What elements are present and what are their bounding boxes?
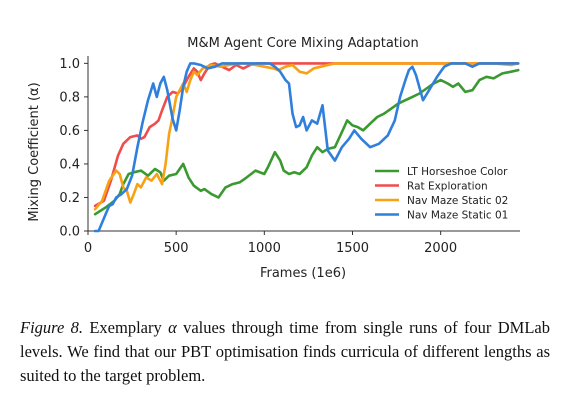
axes: 0.0 0.2 0.4 0.6 0.8 1.0 0 500 1000 1500 2000 <box>59 56 520 256</box>
y-tick-label: 0.0 <box>59 225 80 240</box>
legend-label: Nav Maze Static 02 <box>407 195 508 207</box>
caption-alpha-symbol: α <box>168 318 177 337</box>
x-tick-label: 1000 <box>248 241 281 256</box>
series-line-nav-maze-static-01 <box>93 62 520 233</box>
line-chart: M&M Agent Core Mixing Adaptation Mixing … <box>27 36 520 281</box>
y-tick-label: 0.4 <box>59 157 80 172</box>
y-axis-label: Mixing Coefficient (α) <box>27 82 42 221</box>
figure-caption: Figure 8. Exemplary α values through tim… <box>20 316 550 388</box>
series-lines <box>93 62 520 233</box>
legend-label: LT Horseshoe Color <box>407 166 508 178</box>
legend: LT Horseshoe Color Rat Exploration Nav Maz… <box>369 160 515 224</box>
x-tick-label: 1500 <box>336 241 369 256</box>
chart-title: M&M Agent Core Mixing Adaptation <box>187 36 418 51</box>
legend-label: Rat Exploration <box>407 181 488 193</box>
caption-text-start: Exemplary <box>83 318 169 337</box>
y-tick-label: 0.6 <box>59 124 80 139</box>
caption-label: Figure 8. <box>20 318 84 337</box>
x-tick-label: 2000 <box>424 241 457 256</box>
chart-figure: M&M Agent Core Mixing Adaptation Mixing … <box>27 36 520 281</box>
y-tick-label: 1.0 <box>59 57 80 72</box>
y-tick-label: 0.2 <box>59 191 80 206</box>
series-line-nav-maze-static-02 <box>93 62 520 211</box>
caption-text-end: values through time from single runs of … <box>20 318 551 385</box>
legend-label: Nav Maze Static 01 <box>407 210 508 222</box>
y-tick-label: 0.8 <box>59 90 80 105</box>
x-tick-label: 500 <box>164 241 189 256</box>
x-axis-label: Frames (1e6) <box>260 266 346 281</box>
x-tick-label: 0 <box>84 241 92 256</box>
